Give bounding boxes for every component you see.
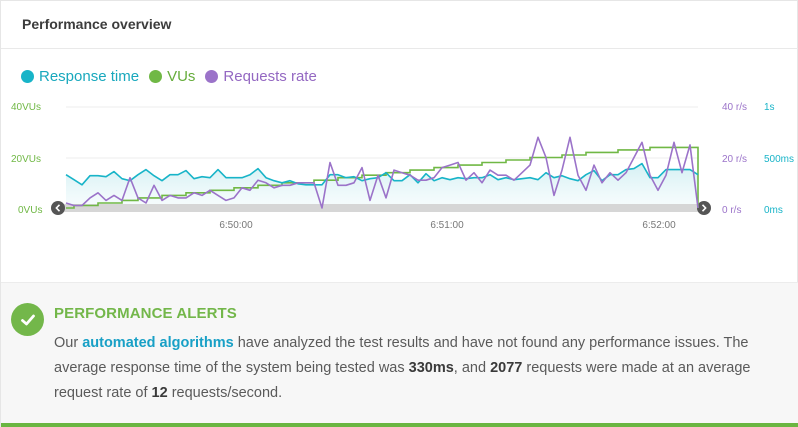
performance-chart: 40VUs 20VUs 0VUs 40 r/s 20 r/s 0 r/s 1s … <box>11 102 794 231</box>
alerts-bottom-bar <box>1 423 798 427</box>
y-axis-rate-tick: 0 r/s <box>722 205 741 216</box>
alerts-message: Our automated algorithms have analyzed t… <box>54 331 754 406</box>
chevron-left-icon <box>55 204 61 212</box>
y-axis-response-tick: 0ms <box>764 205 783 216</box>
grid-lines <box>66 106 698 159</box>
legend-item-vus[interactable]: VUs <box>149 68 195 85</box>
y-axis-vus-tick: 40VUs <box>11 102 41 113</box>
x-axis-tick: 6:50:00 <box>219 220 253 231</box>
legend-item-requests-rate[interactable]: Requests rate <box>205 67 317 85</box>
automated-algorithms-link[interactable]: automated algorithms <box>82 335 234 351</box>
legend-item-response-time[interactable]: Response time <box>21 68 139 85</box>
check-circle-icon <box>11 303 44 336</box>
x-axis-tick: 6:51:00 <box>430 220 464 231</box>
chart-legend: Response time VUs Requests rate <box>21 66 327 86</box>
checkmark-icon <box>20 314 35 325</box>
requests-rate-line <box>65 136 699 209</box>
performance-alerts-panel: PERFORMANCE ALERTS Our automated algorit… <box>1 282 798 427</box>
request-rate-value: 12 <box>151 385 168 401</box>
chart-scrollbar-track[interactable] <box>56 204 704 212</box>
alerts-text-segment: , and <box>453 360 491 376</box>
alerts-text-segment: have analyzed the test results and have … <box>54 335 749 376</box>
alerts-title: PERFORMANCE ALERTS <box>54 305 237 322</box>
y-axis-vus-tick: 0VUs <box>18 205 42 216</box>
alerts-text-segment: Our <box>54 335 83 351</box>
legend-dot-icon <box>21 69 34 83</box>
x-axis-tick: 6:52:00 <box>642 220 676 231</box>
legend-label: VUs <box>167 67 196 85</box>
request-count-value: 2077 <box>490 360 523 376</box>
y-axis-response-tick: 1s <box>764 102 775 113</box>
legend-dot-icon <box>149 69 163 83</box>
card-header: Performance overview <box>1 1 798 49</box>
legend-label: Requests rate <box>223 67 317 85</box>
y-axis-response-tick: 500ms <box>764 154 794 165</box>
alerts-text-segment: requests/second. <box>167 385 283 401</box>
y-axis-rate-tick: 40 r/s <box>722 102 747 113</box>
card-title: Performance overview <box>22 16 172 32</box>
chevron-right-icon <box>701 204 707 212</box>
y-axis-rate-tick: 20 r/s <box>722 154 747 165</box>
scroll-left-button[interactable] <box>51 201 65 215</box>
avg-response-value: 330ms <box>408 360 454 376</box>
alerts-text-segment: requests were made at an average request… <box>54 360 751 401</box>
y-axis-vus-tick: 20VUs <box>11 154 41 165</box>
scroll-right-button[interactable] <box>697 201 711 215</box>
legend-dot-icon <box>205 69 219 83</box>
legend-label: Response time <box>39 67 140 85</box>
